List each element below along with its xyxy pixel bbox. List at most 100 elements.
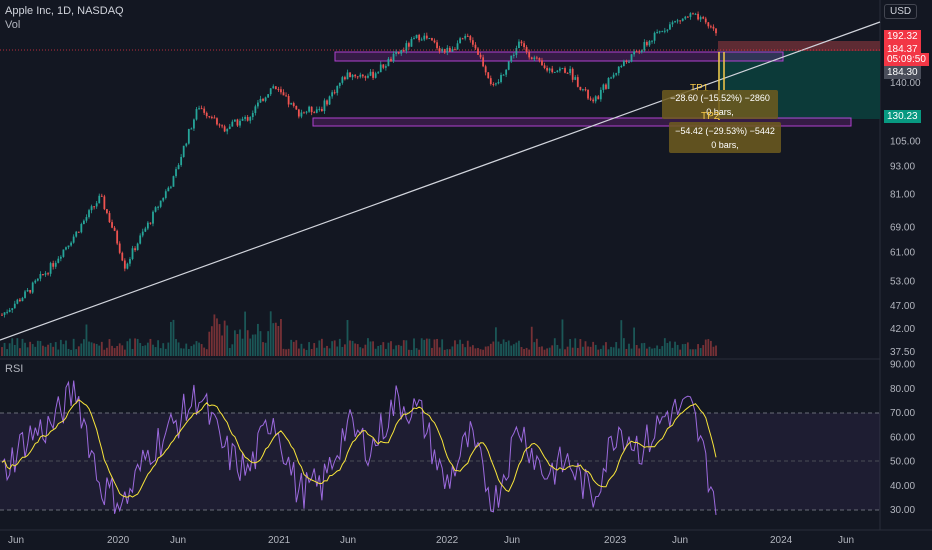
rsi-axis[interactable]: 90.00 80.00 70.00 60.00 50.00 40.00 30.00: [890, 360, 915, 517]
volume-bar: [62, 344, 65, 356]
candle-body: [400, 50, 403, 54]
time-tick-label: 2022: [436, 535, 459, 546]
candle-body: [589, 98, 592, 100]
candle-body: [372, 71, 374, 78]
currency-button[interactable]: USD: [884, 4, 918, 19]
volume-bar: [502, 339, 505, 356]
volume-bar: [280, 319, 282, 356]
volume-bar: [111, 345, 113, 356]
candle-body: [231, 121, 234, 127]
volume-bar: [98, 345, 101, 356]
volume-bar: [692, 349, 694, 356]
candle-body: [246, 117, 249, 121]
candle-body: [123, 260, 126, 269]
time-tick-label: Jun: [8, 535, 24, 546]
rsi-label: RSI: [5, 363, 24, 375]
candle-body: [686, 16, 689, 18]
candle-body: [656, 32, 659, 34]
candle-body: [438, 48, 441, 52]
candle-body: [612, 74, 615, 78]
candle-body: [523, 43, 525, 48]
candle-body: [200, 108, 203, 110]
volume-bar: [231, 344, 234, 356]
candle-body: [387, 58, 390, 67]
volume-bar: [533, 342, 536, 356]
volume-bar: [49, 342, 52, 356]
volume-bar: [615, 342, 618, 356]
candle-body: [19, 299, 21, 302]
volume-bar: [530, 326, 533, 356]
volume-bar: [505, 342, 508, 356]
volume-bar: [538, 346, 541, 356]
candle-body: [159, 200, 162, 207]
volume-bar: [254, 334, 257, 356]
volume-bar: [88, 341, 90, 356]
candle-body: [599, 89, 602, 100]
volume-bar: [198, 342, 200, 356]
time-axis[interactable]: Jun 2020 Jun 2021 Jun 2022 Jun 2023 Jun 2024 Jun: [8, 535, 854, 546]
volume-bar: [571, 347, 574, 356]
candle-body: [34, 280, 37, 283]
volume-bar: [510, 345, 513, 356]
volume-bar: [679, 349, 682, 356]
price-tag-countdown: 05:09:50: [884, 53, 929, 66]
volume-bar: [564, 349, 566, 356]
volume-bar: [285, 349, 287, 356]
volume-bar: [474, 348, 477, 356]
candle-body: [423, 35, 426, 40]
resistance-zone[interactable]: [334, 51, 784, 62]
volume-bar: [305, 349, 308, 356]
volume-bar: [24, 342, 26, 356]
volume-bar: [154, 347, 157, 356]
candle-body: [454, 49, 456, 51]
candle-body: [170, 186, 172, 188]
candle-body: [602, 84, 605, 90]
candle-body: [182, 145, 185, 157]
candle-body: [635, 51, 638, 53]
candle-body: [684, 16, 687, 19]
price-tick-label: 61.00: [890, 248, 915, 259]
volume-bar: [607, 349, 610, 356]
candle-body: [369, 71, 372, 76]
volume-bar: [323, 347, 326, 356]
volume-bar: [274, 322, 277, 356]
candle-body: [349, 72, 351, 78]
candle-body: [584, 89, 587, 91]
candle-body: [441, 49, 444, 52]
trend-line[interactable]: [0, 21, 881, 341]
volume-bar: [702, 345, 705, 356]
candle-body: [218, 124, 221, 126]
candle-body: [497, 82, 500, 84]
volume-bar: [116, 346, 119, 356]
candle-body: [167, 187, 170, 192]
candle-body: [77, 231, 80, 233]
tp2-box[interactable]: −54.42 (−29.53%) −5442 0 bars,: [669, 122, 781, 153]
volume-bar: [162, 343, 165, 356]
candle-body: [489, 78, 492, 84]
volume-bar: [80, 343, 83, 356]
candle-body: [510, 55, 513, 62]
candle-body: [65, 247, 67, 250]
volume-bar: [203, 347, 206, 356]
candle-body: [520, 41, 523, 44]
volume-bar: [177, 342, 180, 356]
volume-bar: [377, 346, 380, 356]
candle-body: [98, 195, 101, 204]
candle-body: [36, 278, 39, 281]
volume-bar: [492, 341, 495, 356]
support-zone[interactable]: [312, 117, 852, 127]
volume-bar: [208, 331, 211, 356]
time-tick-label: Jun: [170, 535, 186, 546]
candle-body: [300, 112, 303, 117]
candle-body: [518, 41, 520, 49]
volume-bar: [149, 338, 152, 356]
candle-body: [111, 222, 113, 228]
tp1-box[interactable]: −28.60 (−15.52%) −2860 0 bars,: [662, 90, 778, 119]
volume-bar: [423, 339, 426, 356]
candle-body: [75, 231, 78, 237]
volume-bar: [29, 341, 32, 356]
volume-bar: [164, 348, 167, 356]
volume-bar: [543, 349, 546, 356]
candle-body: [482, 57, 485, 67]
